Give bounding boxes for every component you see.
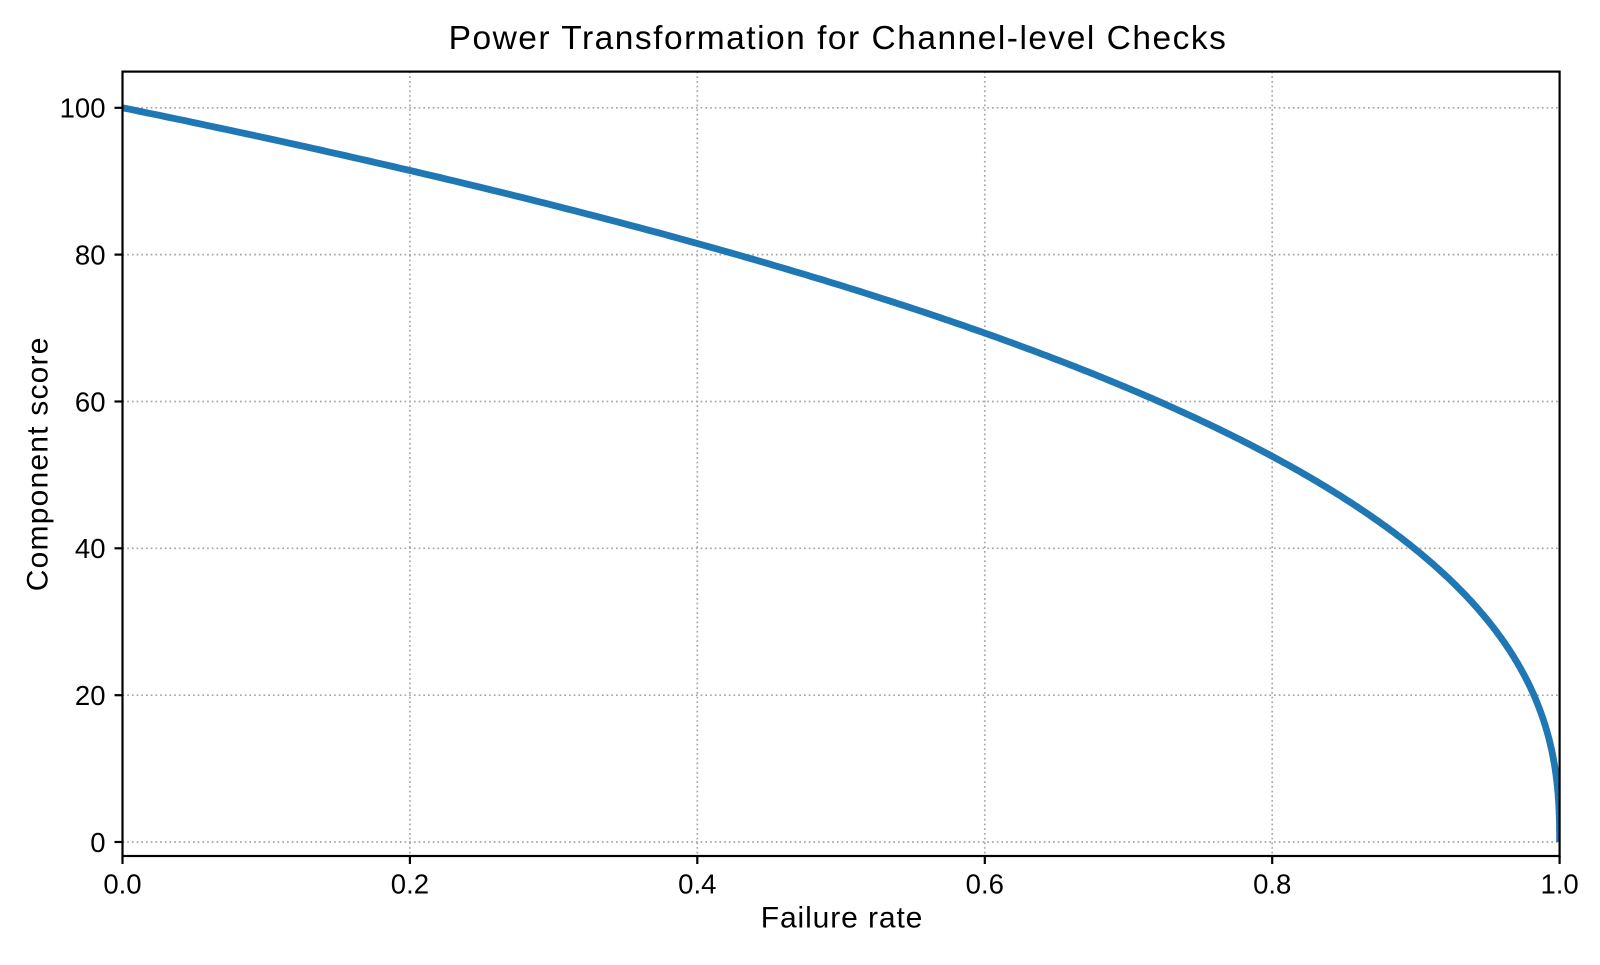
svg-text:0.8: 0.8 — [1253, 869, 1291, 900]
svg-text:Component score: Component score — [22, 336, 55, 591]
svg-text:0.6: 0.6 — [966, 869, 1004, 900]
svg-text:1.0: 1.0 — [1540, 869, 1578, 900]
svg-text:80: 80 — [75, 240, 106, 271]
svg-text:40: 40 — [75, 533, 106, 564]
svg-text:0.2: 0.2 — [391, 869, 429, 900]
svg-text:Failure rate: Failure rate — [761, 902, 924, 935]
svg-text:0.0: 0.0 — [103, 869, 141, 900]
svg-text:100: 100 — [60, 93, 106, 124]
svg-text:0: 0 — [90, 827, 105, 858]
svg-text:Power Transformation for Chann: Power Transformation for Channel-level C… — [449, 20, 1228, 57]
svg-text:60: 60 — [75, 386, 106, 417]
svg-text:0.4: 0.4 — [678, 869, 716, 900]
svg-text:20: 20 — [75, 680, 106, 711]
